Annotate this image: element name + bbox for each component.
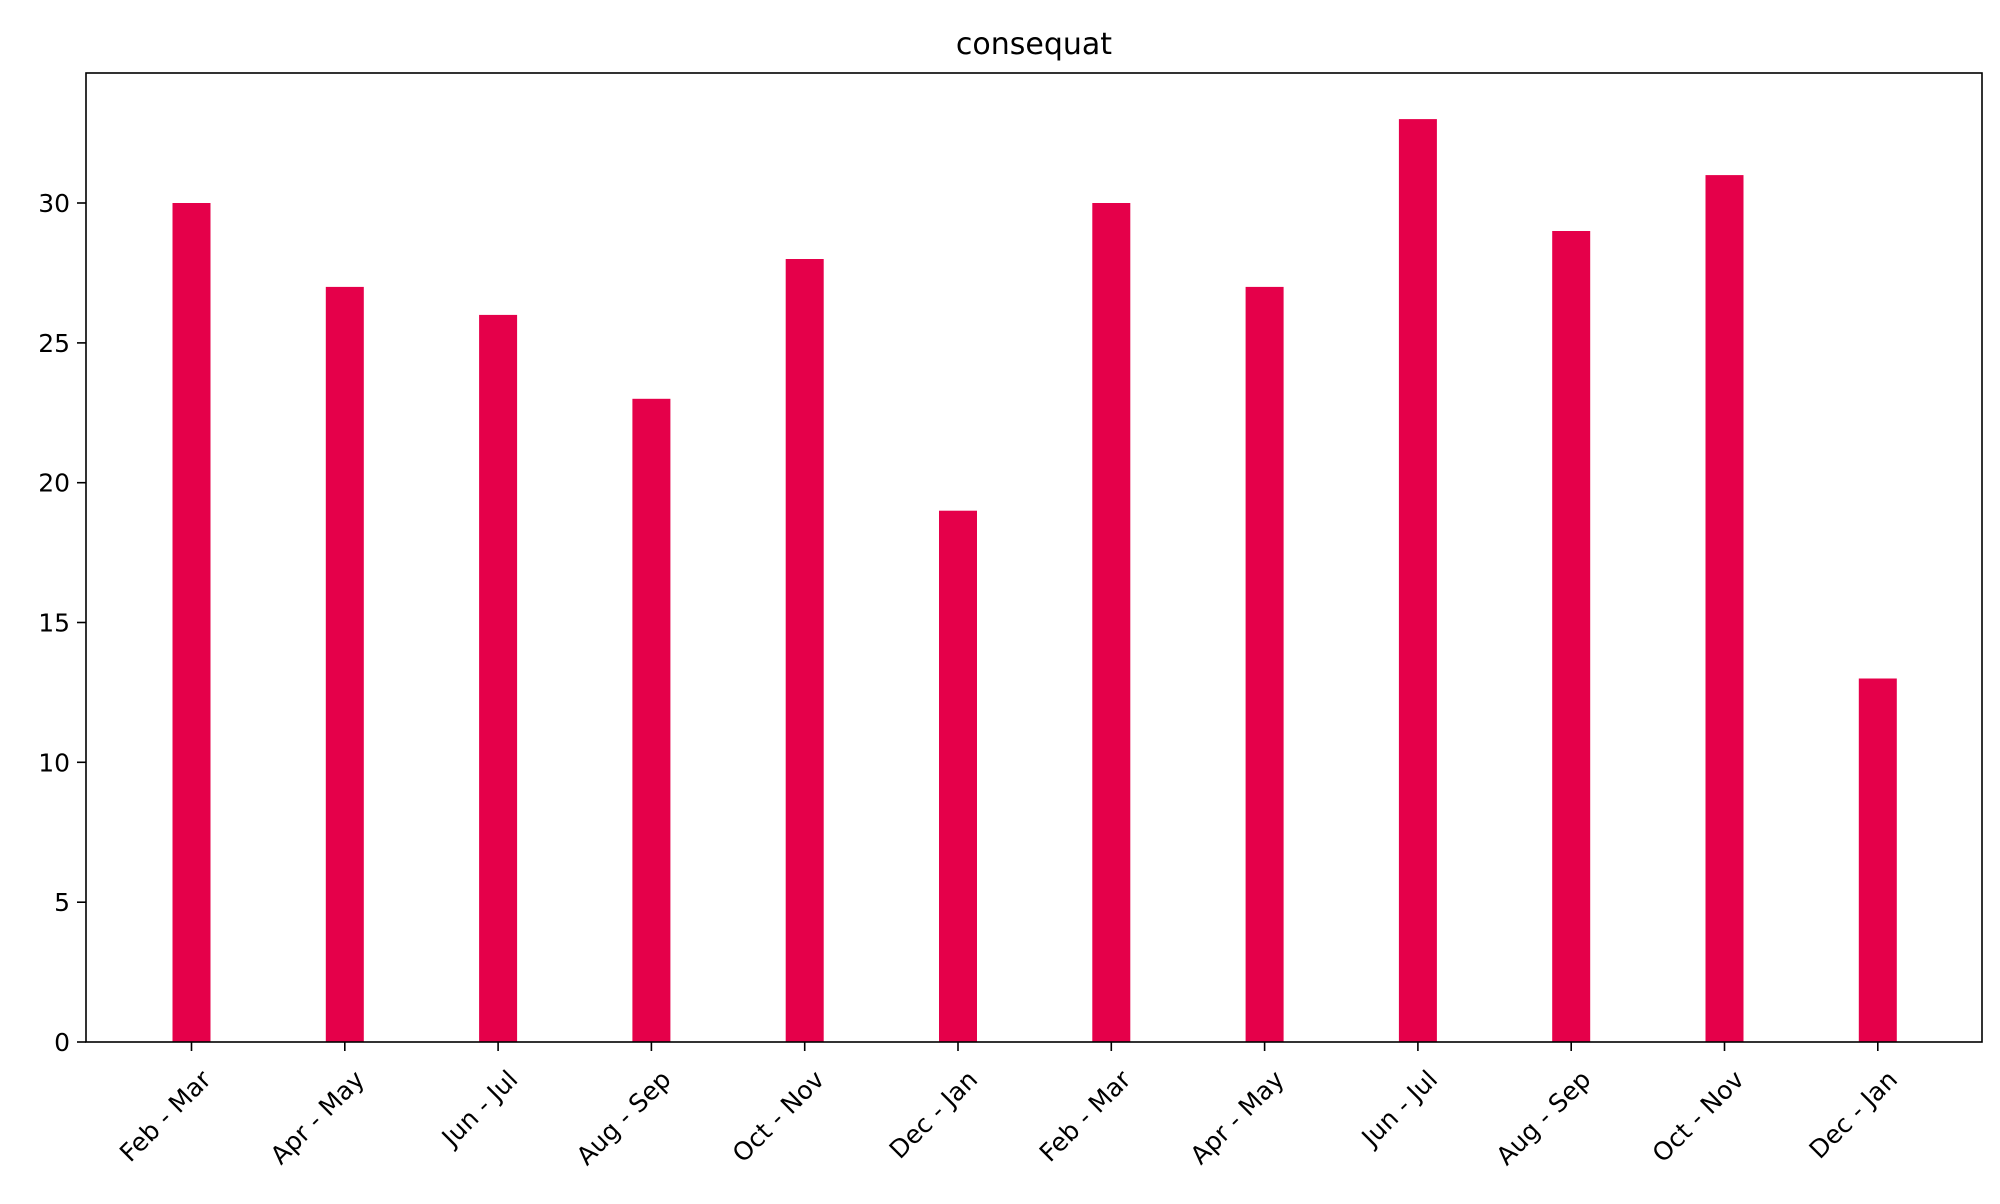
bar-6 bbox=[939, 510, 977, 1042]
bar-2 bbox=[325, 286, 364, 1042]
y-tick-label: 20 bbox=[38, 469, 70, 498]
bar-1 bbox=[172, 203, 211, 1042]
x-axis: Feb - Mar Apr - May Jun - Jul Aug - Sep Oct … bbox=[114, 1042, 1903, 1171]
x-tick-label: Jun - Jul bbox=[1355, 1065, 1443, 1153]
x-tick-label: Aug - Sep bbox=[1490, 1065, 1596, 1171]
bar-8 bbox=[1245, 286, 1284, 1042]
plot-frame bbox=[85, 72, 1983, 1043]
y-tick-label: 5 bbox=[54, 888, 70, 917]
x-tick-label: Dec - Jan bbox=[884, 1065, 984, 1165]
y-tick-label: 10 bbox=[38, 748, 70, 777]
y-tick-label: 15 bbox=[38, 609, 70, 638]
x-tick-label: Dec - Jan bbox=[1803, 1065, 1903, 1165]
x-tick-label: Oct - Nov bbox=[1647, 1065, 1750, 1168]
bar-12 bbox=[1858, 678, 1897, 1042]
bars-layer bbox=[172, 119, 1897, 1043]
bar-4 bbox=[632, 398, 671, 1042]
bar-11 bbox=[1705, 175, 1744, 1043]
bar-9 bbox=[1398, 119, 1437, 1043]
y-tick-label: 25 bbox=[38, 329, 70, 358]
x-tick-label: Jun - Jul bbox=[435, 1065, 523, 1153]
y-tick-label: 30 bbox=[38, 189, 70, 218]
chart-title: consequat bbox=[956, 27, 1112, 62]
x-tick-label: Apr - May bbox=[1185, 1065, 1290, 1170]
x-tick-label: Feb - Mar bbox=[114, 1064, 217, 1167]
bar-3 bbox=[479, 314, 518, 1042]
x-tick-label: Feb - Mar bbox=[1034, 1064, 1137, 1167]
bar-5 bbox=[785, 259, 824, 1042]
x-tick-label: Oct - Nov bbox=[727, 1065, 830, 1168]
bar-7 bbox=[1092, 203, 1131, 1042]
bar-10 bbox=[1552, 231, 1591, 1042]
x-tick-label: Aug - Sep bbox=[571, 1065, 677, 1171]
y-axis: 0 5 10 15 20 25 30 bbox=[38, 189, 86, 1057]
x-tick-label: Apr - May bbox=[265, 1065, 370, 1170]
y-tick-label: 0 bbox=[54, 1028, 70, 1057]
